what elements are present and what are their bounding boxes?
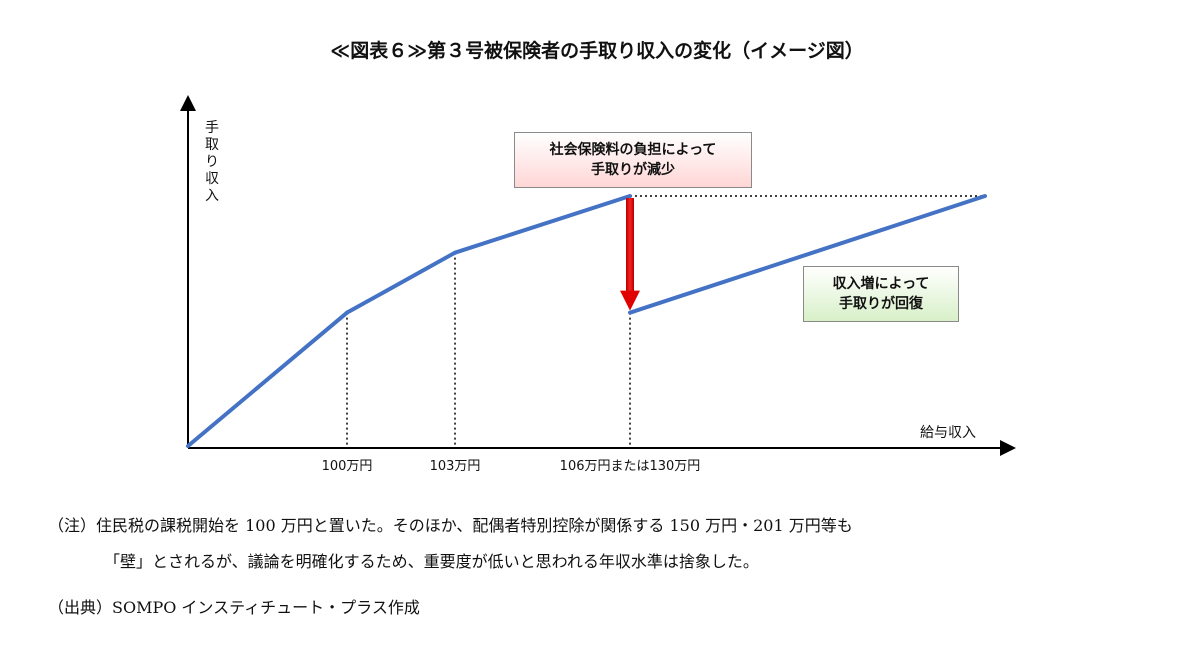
annotation-line: 手取りが回復 [839, 296, 923, 312]
source-line: （出典）SOMPO インスティチュート・プラス作成 [48, 598, 420, 617]
annotation-premium-burden: 社会保険料の負担によって 手取りが減少 [514, 132, 752, 188]
y-axis-label: 入 [205, 188, 219, 204]
annotation-line: 社会保険料の負担によって [549, 142, 717, 158]
annotation-line: 手取りが減少 [591, 162, 675, 178]
y-axis-label: 取 [205, 137, 219, 153]
series-segment [628, 194, 987, 315]
y-axis-label: 手 [205, 120, 219, 136]
note-line-2: 「壁」とされるが、議論を明確化するため、重要度が低いと思われる年収水準は捨象した… [104, 552, 759, 571]
chart-title: ≪図表６≫第３号被保険者の手取り収入の変化（イメージ図） [330, 40, 864, 62]
series-segment [345, 250, 457, 315]
drop-arrow-head [620, 290, 640, 311]
x-tick-label: 106万円または130万円 [560, 459, 701, 474]
y-axis-label: 収 [205, 171, 219, 187]
drop-arrow-shaft [626, 198, 634, 293]
annotation-line: 収入増によって [832, 276, 930, 292]
series-segment [186, 310, 349, 448]
annotation-income-recovery: 収入増によって 手取りが回復 [803, 266, 959, 322]
x-tick-label: 100万円 [322, 459, 373, 474]
x-tick-label: 103万円 [430, 459, 481, 474]
series-segment [453, 194, 632, 255]
y-axis-label: り [205, 154, 219, 170]
note-line-1: （注）住民税の課税開始を 100 万円と置いた。そのほか、配偶者特別控除が関係す… [48, 516, 853, 535]
x-axis-label: 給与収入 [920, 425, 976, 441]
